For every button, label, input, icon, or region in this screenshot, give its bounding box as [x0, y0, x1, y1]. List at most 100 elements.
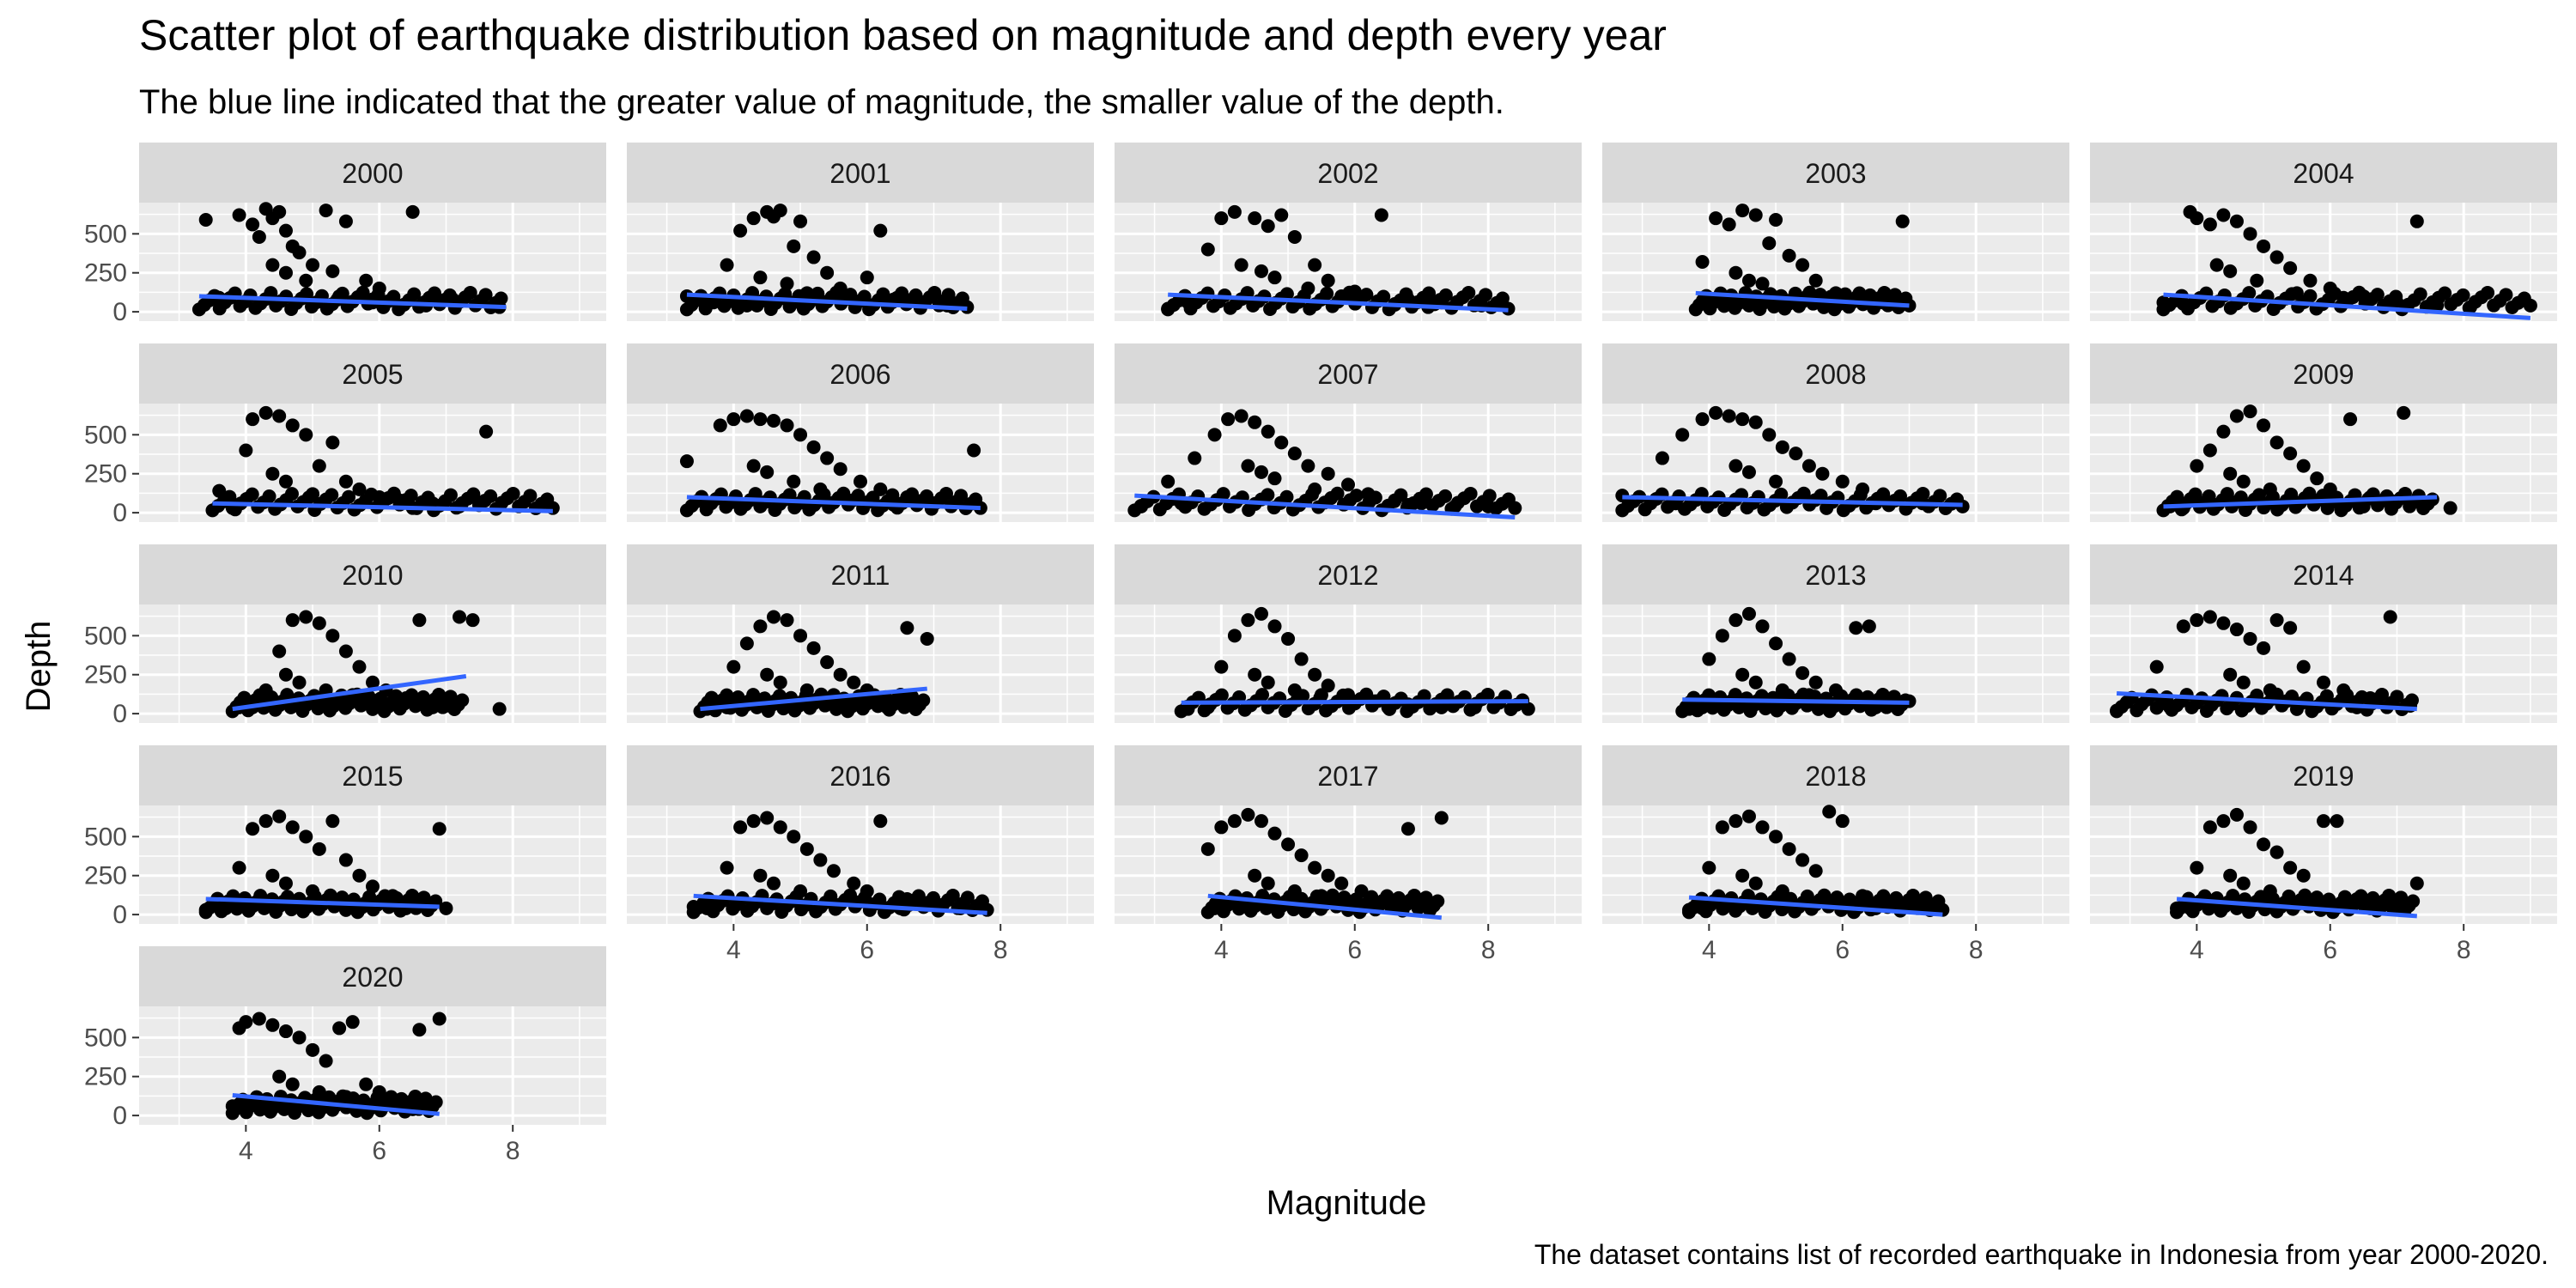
data-point: [239, 1015, 253, 1030]
data-point: [1728, 459, 1743, 473]
x-tick-label: 6: [1347, 936, 1362, 964]
x-tick-label: 6: [860, 936, 874, 964]
data-point: [2202, 820, 2217, 835]
data-point: [2285, 287, 2300, 301]
data-point: [312, 841, 326, 856]
data-point: [239, 443, 253, 458]
data-point: [1227, 629, 1242, 643]
data-point: [2385, 501, 2399, 516]
data-point: [1308, 258, 1322, 272]
data-point: [2223, 264, 2238, 278]
data-point: [2216, 814, 2231, 829]
data-point: [1855, 896, 1869, 910]
data-point: [2176, 619, 2190, 634]
data-point: [2236, 675, 2251, 690]
data-point: [1862, 619, 1876, 634]
x-tick-label: 6: [372, 1137, 386, 1165]
data-point: [2257, 239, 2271, 253]
facet-panel-2000: 2000 0 250 500: [84, 143, 606, 326]
data-point: [394, 1091, 409, 1106]
data-point: [1334, 876, 1349, 890]
data-point: [1248, 667, 1262, 682]
facet-strip: [1602, 343, 2069, 404]
data-point: [306, 1042, 320, 1057]
data-point: [956, 896, 970, 911]
data-point: [1709, 405, 1723, 420]
data-point: [1914, 896, 1929, 911]
data-point: [2269, 687, 2284, 702]
data-point: [873, 223, 888, 238]
data-point: [761, 704, 775, 719]
data-point: [237, 690, 252, 705]
y-tick-label: 250: [84, 862, 127, 890]
data-point: [1769, 636, 1783, 651]
data-point: [793, 214, 808, 228]
data-point: [2283, 447, 2298, 461]
data-point: [214, 904, 228, 919]
data-point: [292, 675, 307, 690]
facet-panel-2008: 2008: [1602, 343, 2069, 522]
facet-strip-label: 2014: [2293, 560, 2354, 591]
data-point: [2481, 285, 2495, 300]
data-point: [312, 616, 326, 630]
data-point: [768, 503, 782, 518]
data-point: [1755, 276, 1770, 291]
data-point: [2462, 301, 2476, 315]
data-point: [945, 888, 960, 902]
data-point: [1775, 440, 1789, 454]
data-point: [793, 428, 808, 442]
data-point: [222, 489, 237, 504]
data-point: [1782, 652, 1796, 666]
data-point: [766, 610, 781, 624]
data-point: [760, 465, 775, 479]
data-point: [1308, 860, 1322, 875]
data-point: [1431, 894, 1445, 908]
trend-line: [198, 294, 507, 310]
x-tick-label: 4: [1214, 936, 1229, 964]
facet-strip-label: 2008: [1805, 359, 1866, 390]
data-point: [733, 820, 748, 835]
data-point: [252, 229, 266, 244]
data-point: [2389, 289, 2403, 304]
data-point: [285, 820, 300, 835]
trend-line: [686, 495, 981, 511]
facet-strip: [1115, 143, 1582, 203]
data-point: [440, 696, 454, 710]
data-point: [2366, 890, 2380, 905]
data-point: [854, 474, 867, 489]
data-point: [1207, 428, 1222, 442]
data-point: [787, 239, 801, 253]
data-point: [872, 892, 887, 907]
data-point: [2397, 405, 2411, 420]
data-point: [1755, 619, 1770, 634]
y-tick-label: 0: [112, 700, 127, 728]
data-point: [1715, 820, 1729, 835]
data-point: [336, 1089, 350, 1103]
data-point: [358, 493, 373, 507]
facet-panel-2004: 2004: [2090, 143, 2557, 321]
data-point: [2269, 435, 2284, 450]
data-point: [465, 613, 480, 628]
trend-line: [686, 292, 968, 311]
data-point: [285, 613, 300, 628]
data-point: [1234, 409, 1249, 423]
data-point: [265, 1018, 280, 1032]
data-point: [506, 486, 520, 501]
data-point: [1849, 688, 1863, 702]
data-point: [813, 853, 828, 867]
data-point: [269, 905, 283, 920]
data-point: [787, 474, 801, 489]
data-point: [720, 258, 734, 272]
data-point: [920, 631, 934, 646]
data-point: [780, 613, 794, 628]
data-point: [371, 288, 386, 302]
data-point: [1221, 412, 1236, 427]
data-point: [2229, 214, 2244, 228]
data-point: [1480, 687, 1495, 702]
data-point: [1715, 629, 1729, 643]
facet-strip: [2090, 343, 2557, 404]
data-point: [1735, 868, 1750, 883]
data-point: [806, 250, 821, 264]
